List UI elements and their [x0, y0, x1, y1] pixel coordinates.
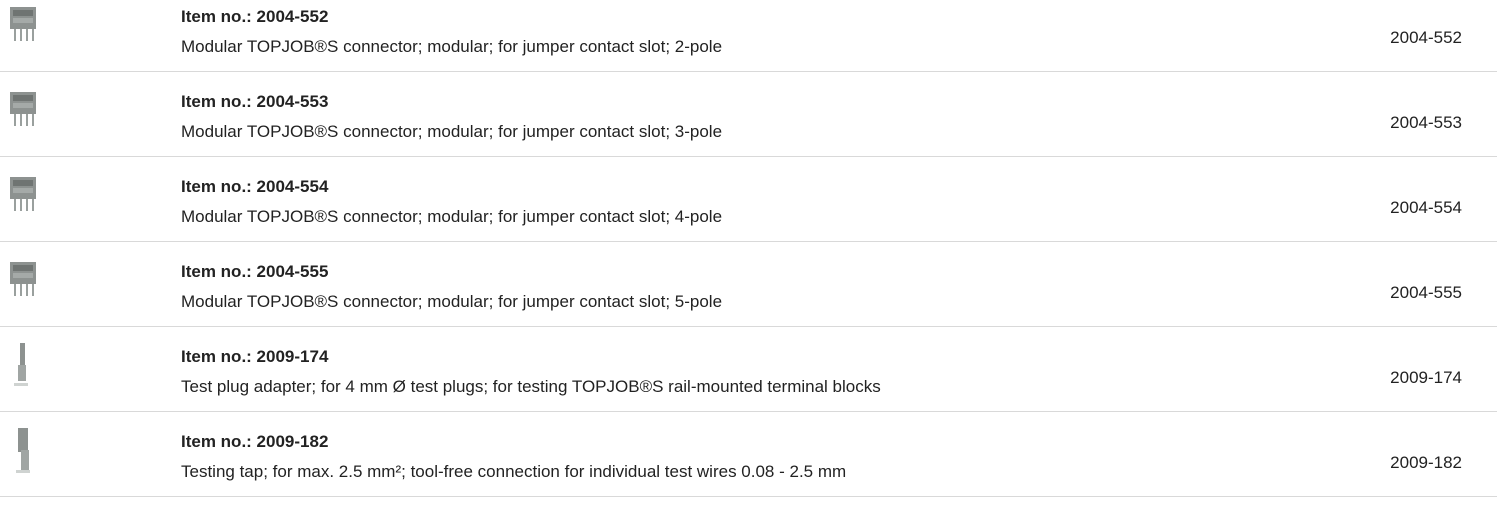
- item-number: 2009-174: [1390, 368, 1462, 387]
- item-title[interactable]: Item no.: 2009-174: [181, 347, 329, 366]
- product-row[interactable]: Item no.: 2009-174 Test plug adapter; for…: [0, 327, 1497, 412]
- item-number: 2004-554: [1390, 198, 1462, 217]
- item-description: Testing tap; for max. 2.5 mm²; tool-free…: [181, 462, 847, 481]
- item-number: 2004-552: [1390, 28, 1462, 47]
- item-title[interactable]: Item no.: 2004-553: [181, 92, 329, 111]
- item-number: 2004-555: [1390, 283, 1462, 302]
- product-row[interactable]: Item no.: 2004-554 Modular TOPJOB®S conne…: [0, 157, 1497, 242]
- item-description: Modular TOPJOB®S connector; modular; for…: [181, 207, 723, 226]
- product-row[interactable]: Item no.: 2004-553 Modular TOPJOB®S conne…: [0, 72, 1497, 157]
- item-title[interactable]: Item no.: 2004-554: [181, 177, 329, 196]
- item-description: Test plug adapter; for 4 mm Ø test plugs…: [181, 377, 881, 396]
- item-title[interactable]: Item no.: 2004-552: [181, 7, 329, 26]
- product-row[interactable]: Item no.: 2004-555 Modular TOPJOB®S conne…: [0, 242, 1497, 327]
- product-row[interactable]: Item no.: 2004-552 Modular TOPJOB®S conne…: [0, 0, 1497, 72]
- item-description: Modular TOPJOB®S connector; modular; for…: [181, 292, 723, 311]
- item-description: Modular TOPJOB®S connector; modular; for…: [181, 122, 723, 141]
- product-image: [6, 343, 46, 396]
- product-image: [6, 3, 46, 52]
- product-image: [6, 258, 46, 307]
- item-description: Modular TOPJOB®S connector; modular; for…: [181, 37, 723, 56]
- product-row[interactable]: Item no.: 2009-182 Testing tap; for max. …: [0, 412, 1497, 497]
- product-image: [6, 428, 46, 481]
- item-title[interactable]: Item no.: 2004-555: [181, 262, 329, 281]
- item-title[interactable]: Item no.: 2009-182: [181, 432, 329, 451]
- product-image: [6, 173, 46, 222]
- item-number: 2004-553: [1390, 113, 1462, 132]
- product-image: [6, 88, 46, 137]
- item-number: 2009-182: [1390, 453, 1462, 472]
